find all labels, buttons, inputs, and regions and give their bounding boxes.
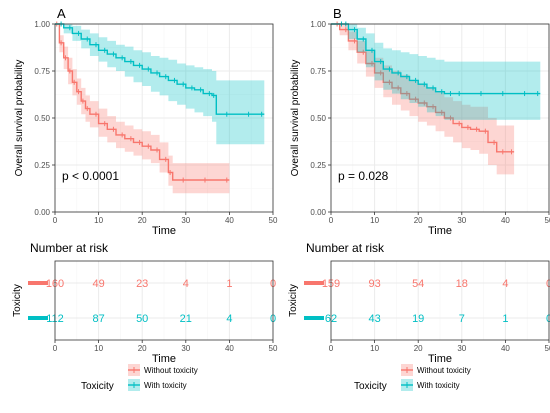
legend-label: Without toxicity <box>417 366 471 375</box>
survival-curve <box>55 23 265 115</box>
risk-row-key <box>28 316 48 320</box>
risk-x-tick-label: 40 <box>501 344 510 353</box>
risk-x-axis-title: Time <box>428 353 452 365</box>
risk-x-tick-label: 10 <box>370 344 379 353</box>
panel-B: B0.000.250.500.751.0001020304050TimeOver… <box>288 6 550 365</box>
y-tick-label: 0.00 <box>310 208 326 217</box>
survival-curve <box>331 23 541 95</box>
risk-row-key <box>304 281 324 285</box>
risk-count: 1 <box>226 278 232 290</box>
risk-x-tick-label: 50 <box>545 344 550 353</box>
risk-x-axis-title: Time <box>152 353 176 365</box>
x-tick-label: 40 <box>501 216 510 225</box>
risk-count: 4 <box>226 313 232 325</box>
risk-x-tick-label: 50 <box>269 344 278 353</box>
y-tick-label: 0.00 <box>34 208 50 217</box>
y-tick-label: 0.50 <box>310 114 326 123</box>
risk-count: 4 <box>183 278 189 290</box>
x-tick-label: 20 <box>414 216 423 225</box>
risk-y-axis-title: Toxicity <box>288 284 299 317</box>
risk-count: 19 <box>412 313 424 325</box>
legend-label: With toxicity <box>417 381 460 390</box>
risk-x-tick-label: 10 <box>94 344 103 353</box>
risk-count: 4 <box>502 278 508 290</box>
confidence-band <box>331 24 541 120</box>
risk-count: 7 <box>459 313 465 325</box>
risk-x-tick-label: 0 <box>53 344 58 353</box>
x-tick-label: 10 <box>370 216 379 225</box>
y-tick-label: 1.00 <box>34 20 50 29</box>
risk-x-tick-label: 20 <box>414 344 423 353</box>
risk-table-border <box>330 260 550 341</box>
risk-y-axis-title: Toxicity <box>12 284 23 317</box>
y-tick-label: 0.25 <box>34 161 50 170</box>
panel-label: B <box>333 6 342 21</box>
legend-label: Without toxicity <box>144 366 198 375</box>
risk-count: 54 <box>412 278 424 290</box>
p-value: p < 0.0001 <box>62 169 119 183</box>
legend-label: With toxicity <box>144 381 187 390</box>
y-tick-label: 0.75 <box>310 67 326 76</box>
risk-x-tick-label: 30 <box>457 344 466 353</box>
risk-count: 49 <box>92 278 104 290</box>
risk-count: 93 <box>368 278 380 290</box>
p-value: p = 0.028 <box>338 169 389 183</box>
y-axis-title: Overall survival probability <box>14 60 25 177</box>
risk-count: 1 <box>502 313 508 325</box>
x-tick-label: 50 <box>269 216 278 225</box>
risk-count: 43 <box>368 313 380 325</box>
x-axis-title: Time <box>428 225 452 237</box>
x-tick-label: 0 <box>53 216 58 225</box>
risk-x-tick-label: 20 <box>138 344 147 353</box>
risk-count: 50 <box>136 313 148 325</box>
x-tick-label: 30 <box>457 216 466 225</box>
risk-count: 18 <box>456 278 468 290</box>
risk-x-tick-label: 0 <box>329 344 334 353</box>
panel-label: A <box>57 6 66 21</box>
y-axis-title: Overall survival probability <box>290 60 301 177</box>
series-with-toxicity <box>331 21 541 120</box>
y-tick-label: 0.50 <box>34 114 50 123</box>
risk-count: 0 <box>546 313 550 325</box>
x-tick-label: 50 <box>545 216 550 225</box>
risk-count: 87 <box>92 313 104 325</box>
x-axis-title: Time <box>152 225 176 237</box>
legend: Toxicity Toxicity Without toxicity With t… <box>81 364 471 392</box>
risk-table-title: Number at risk <box>306 241 385 255</box>
risk-row-key <box>28 281 48 285</box>
y-tick-label: 1.00 <box>310 20 326 29</box>
x-tick-label: 20 <box>138 216 147 225</box>
risk-count: 21 <box>180 313 192 325</box>
risk-row-key <box>304 316 324 320</box>
risk-table-border <box>54 260 274 341</box>
y-tick-label: 0.25 <box>310 161 326 170</box>
x-tick-label: 40 <box>225 216 234 225</box>
y-tick-label: 0.75 <box>34 67 50 76</box>
risk-x-tick-label: 40 <box>225 344 234 353</box>
risk-count: 0 <box>546 278 550 290</box>
legend-title: Toxicity <box>81 381 114 392</box>
x-tick-label: 10 <box>94 216 103 225</box>
risk-count: 23 <box>136 278 148 290</box>
series-with-toxicity <box>55 21 265 145</box>
risk-x-tick-label: 30 <box>181 344 190 353</box>
x-tick-label: 0 <box>329 216 334 225</box>
x-tick-label: 30 <box>181 216 190 225</box>
legend-title-b: Toxicity <box>354 381 387 392</box>
risk-table-title: Number at risk <box>30 241 109 255</box>
panel-A: A0.000.250.500.751.000 10 20 30 40 50TimeOver… <box>12 6 278 365</box>
series-without-toxicity <box>55 21 230 194</box>
